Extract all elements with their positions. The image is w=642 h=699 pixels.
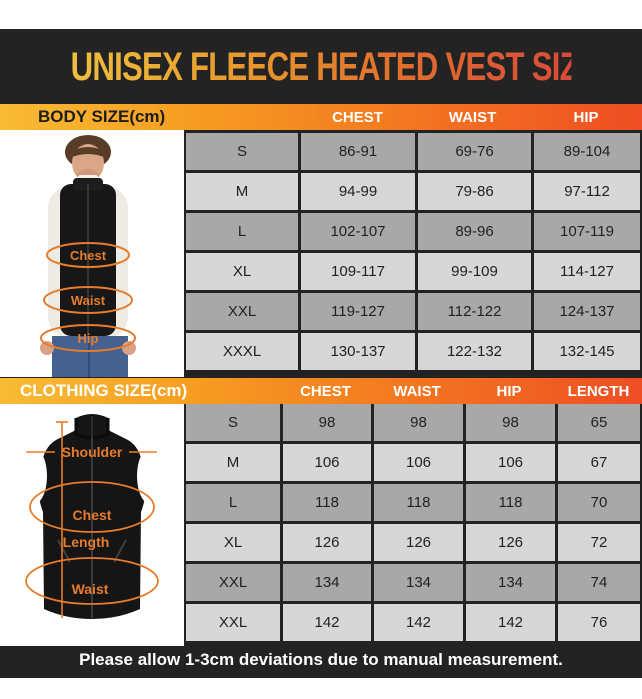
cell-size: L (186, 213, 298, 250)
cell-hip: 89-104 (534, 133, 640, 170)
cell-waist: 79-86 (418, 173, 531, 210)
hip-ellipse (40, 324, 136, 352)
cell-hip: 142 (466, 604, 555, 641)
cell-length: 65 (558, 404, 640, 441)
cell-hip: 134 (466, 564, 555, 601)
cell-length: 74 (558, 564, 640, 601)
cell-hip: 126 (466, 524, 555, 561)
cell-waist: 99-109 (418, 253, 531, 290)
cell-waist: 126 (374, 524, 463, 561)
cell-waist: 89-96 (418, 213, 531, 250)
body-measure-diagram: Chest Waist Hip (0, 130, 184, 377)
chest-ellipse (46, 242, 130, 268)
cell-length: 67 (558, 444, 640, 481)
vest-length-label: Length (63, 534, 110, 550)
clothing-size-table: S 98 98 98 65 M 106 106 106 67 L 118 118… (186, 404, 640, 641)
body-waist-label: Waist (71, 293, 106, 308)
cell-chest: 98 (283, 404, 371, 441)
cell-chest: 106 (283, 444, 371, 481)
column-header-hip: HIP (496, 382, 522, 400)
column-header-chest: CHEST (332, 108, 383, 126)
cell-length: 72 (558, 524, 640, 561)
vest-shoulder-label: Shoulder (62, 444, 123, 460)
cell-chest: 102-107 (301, 213, 415, 250)
cell-hip: 114-127 (534, 253, 640, 290)
page-title: UNISEX FLEECE HEATED VEST SIZE GUIDE (70, 45, 642, 89)
vest-pocket-right (113, 539, 127, 563)
vest-photo: Shoulder Chest Length Waist (0, 404, 184, 646)
measurement-note: Please allow 1-3cm deviations due to man… (79, 650, 563, 669)
cell-hip: 118 (466, 484, 555, 521)
body-size-header-bar: BODY SIZE(cm) CHEST WAIST HIP (0, 104, 642, 130)
cell-size: M (186, 173, 298, 210)
cell-chest: 119-127 (301, 293, 415, 330)
cell-chest: 134 (283, 564, 371, 601)
cell-length: 70 (558, 484, 640, 521)
cell-size: S (186, 133, 298, 170)
cell-size: XXL (186, 564, 280, 601)
cell-hip: 107-119 (534, 213, 640, 250)
cell-size: XXL (186, 293, 298, 330)
body-chest-label: Chest (70, 248, 107, 263)
clothing-size-label: CLOTHING SIZE(cm) (20, 381, 188, 400)
cell-chest: 86-91 (301, 133, 415, 170)
cell-chest: 94-99 (301, 173, 415, 210)
column-header-waist: WAIST (393, 382, 441, 400)
cell-size: XXXL (186, 333, 298, 370)
waist-ellipse (43, 286, 133, 314)
cell-waist: 142 (374, 604, 463, 641)
vest-waist-ellipse (25, 557, 159, 605)
cell-size: XXL (186, 604, 280, 641)
vest-chest-label: Chest (73, 507, 112, 523)
body-hip-label: Hip (78, 331, 99, 346)
column-header-hip: HIP (573, 108, 599, 126)
column-header-chest: CHEST (300, 382, 351, 400)
cell-waist: 122-132 (418, 333, 531, 370)
cell-chest: 142 (283, 604, 371, 641)
cell-chest: 109-117 (301, 253, 415, 290)
vest-chest-ellipse (29, 481, 155, 533)
cell-size: S (186, 404, 280, 441)
cell-hip: 98 (466, 404, 555, 441)
cell-waist: 69-76 (418, 133, 531, 170)
vest-measure-diagram: Shoulder Chest Length Waist (0, 404, 184, 646)
cell-hip: 106 (466, 444, 555, 481)
cell-waist: 118 (374, 484, 463, 521)
vest-waist-label: Waist (72, 581, 109, 597)
body-size-label: BODY SIZE(cm) (38, 107, 166, 126)
column-header-waist: WAIST (448, 108, 497, 126)
clothing-size-header-bar: CLOTHING SIZE(cm) CHEST WAIST HIP LENGTH (0, 378, 642, 404)
cell-hip: 132-145 (534, 333, 640, 370)
cell-waist: 134 (374, 564, 463, 601)
model-photo: Chest Waist Hip (0, 130, 184, 377)
cell-chest: 118 (283, 484, 371, 521)
cell-hip: 124-137 (534, 293, 640, 330)
vest-pocket-left (57, 539, 71, 563)
cell-size: XL (186, 524, 280, 561)
body-size-table: S 86-91 69-76 89-104 M 94-99 79-86 97-11… (186, 133, 640, 370)
cell-waist: 112-122 (418, 293, 531, 330)
cell-chest: 130-137 (301, 333, 415, 370)
cell-waist: 106 (374, 444, 463, 481)
cell-hip: 97-112 (534, 173, 640, 210)
cell-length: 76 (558, 604, 640, 641)
cell-size: L (186, 484, 280, 521)
cell-size: XL (186, 253, 298, 290)
cell-waist: 98 (374, 404, 463, 441)
cell-size: M (186, 444, 280, 481)
cell-chest: 126 (283, 524, 371, 561)
column-header-length: LENGTH (567, 382, 630, 400)
